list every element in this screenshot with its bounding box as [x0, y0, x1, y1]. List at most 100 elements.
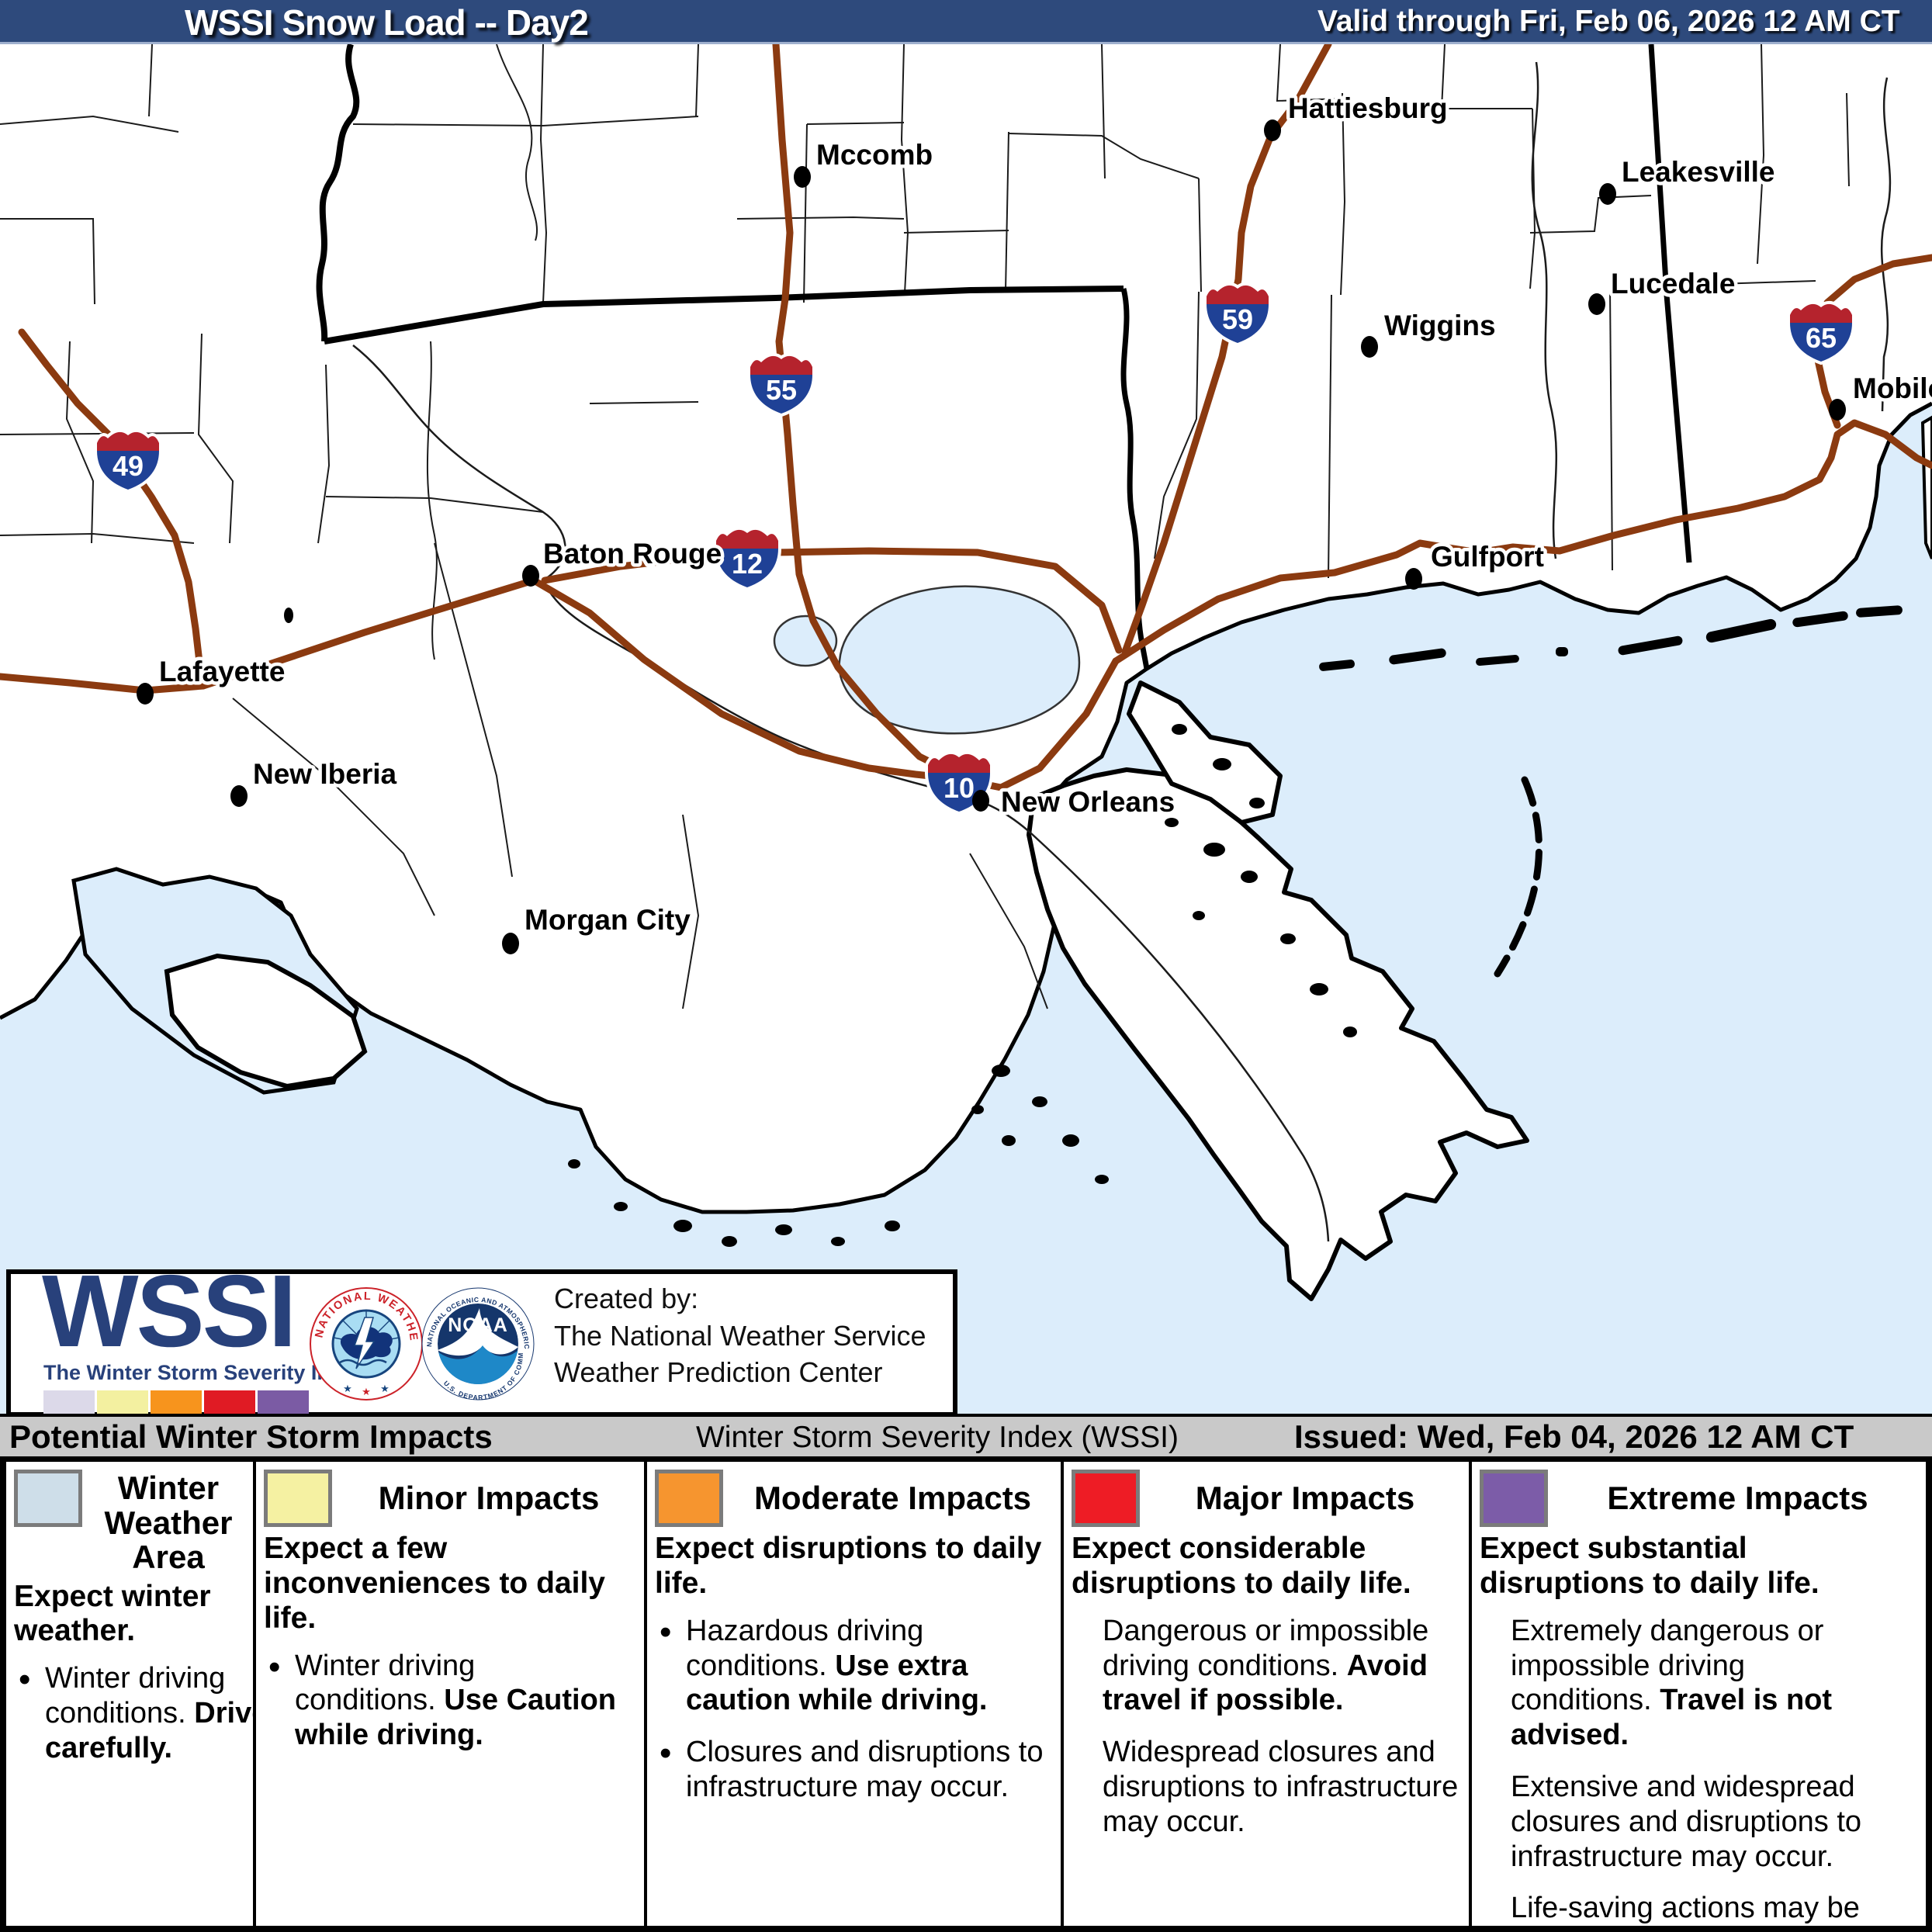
extreme-impacts-swatch — [1480, 1470, 1548, 1527]
svg-text:★: ★ — [343, 1383, 352, 1394]
mississippi-river-boundary — [316, 43, 360, 342]
impact-map: 49 55 12 59 — [0, 40, 1932, 1415]
city-markers: Mccomb Hattiesburg Leakesville Lucedale … — [137, 89, 1932, 954]
chandeleur-islands — [1494, 776, 1542, 978]
legend-title: Extreme Impacts — [1607, 1479, 1868, 1516]
i-12-shield: 12 — [713, 526, 781, 591]
biloxi-marsh — [1127, 680, 1283, 825]
legend-item: Extensive and widespread closures and di… — [1480, 1770, 1916, 1874]
legend-column-moderate: Moderate Impacts Expect disruptions to d… — [647, 1462, 1061, 1926]
wssi-subheading: Winter Storm Severity Index (WSSI) — [696, 1421, 1179, 1454]
legend-item-text: Hazardous driving conditions. — [686, 1614, 924, 1682]
state-boundaries — [316, 43, 1692, 670]
city-dot — [1264, 119, 1281, 141]
branding-box: WSSI TM The Winter Storm Severity Index … — [6, 1254, 957, 1418]
city-dot — [972, 790, 989, 812]
city-dot — [137, 683, 154, 705]
legend-item-text: Closures and disruptions to infrastructu… — [686, 1736, 1044, 1803]
city-label-mccomb: Mccomb — [816, 139, 933, 171]
city-label-leakesville: Leakesville — [1622, 156, 1774, 188]
legend-item-text: Winter driving conditions. — [295, 1649, 476, 1717]
interstate-shields: 49 55 12 59 — [94, 282, 1855, 815]
created-by-line2: Weather Prediction Center — [554, 1356, 883, 1389]
legend-intro: Expect winter weather. — [14, 1579, 211, 1648]
legend-item: Hazardous driving conditions.Use extra c… — [655, 1612, 1051, 1718]
lake-pontchartrain — [838, 585, 1081, 735]
i-10-shield-number: 10 — [943, 772, 975, 804]
impact-legend: Winter Weather Area Expect winter weathe… — [0, 1462, 1932, 1932]
i-10-river-line — [530, 576, 1120, 791]
city-dot — [1829, 399, 1846, 421]
city-dot — [502, 933, 519, 954]
winter-weather-swatch — [14, 1470, 82, 1527]
city-label-new-orleans: New Orleans — [1001, 786, 1175, 818]
vermilion-bay — [71, 867, 368, 1095]
city-label-gulfport: Gulfport — [1431, 541, 1544, 573]
city-label-hattiesburg: Hattiesburg — [1288, 92, 1448, 124]
created-by-block: Created by: The National Weather Service… — [554, 1280, 926, 1391]
city-label-lucedale: Lucedale — [1611, 268, 1735, 299]
legend-title: Major Impacts — [1195, 1479, 1415, 1516]
minor-impacts-swatch — [264, 1470, 332, 1527]
legend-intro: Expect considerable disruptions to daily… — [1072, 1532, 1411, 1600]
i-49-line — [18, 328, 207, 690]
legend-item-text: Widespread closures and disruptions to i… — [1103, 1736, 1459, 1838]
city-dot — [1405, 568, 1422, 590]
i-59-shield: 59 — [1203, 282, 1272, 347]
city-dot — [522, 565, 539, 587]
legend-item-text: Life-saving actions may be needed. — [1511, 1892, 1860, 1925]
interstate-highways — [0, 40, 1932, 791]
i-55-shield-number: 55 — [766, 374, 797, 406]
legend-item-bold: Travel is not advised. — [1511, 1684, 1833, 1752]
i-10-coastal-line — [1112, 419, 1932, 665]
ms-al-state-line — [1648, 43, 1692, 563]
i-49-shield-number: 49 — [113, 450, 144, 482]
city-dot — [230, 785, 248, 807]
city-dot — [1361, 336, 1378, 358]
city-label-morgan-city: Morgan City — [525, 904, 691, 936]
city-dot — [1599, 183, 1616, 205]
city-label-wiggins: Wiggins — [1384, 310, 1496, 341]
legend-item: Winter driving conditions.Drive carefull… — [14, 1660, 253, 1765]
legend-item-bold: Drive carefully. — [45, 1697, 253, 1764]
nws-stars: ★ ★ ★ — [343, 1383, 390, 1397]
created-by-label: Created by: — [554, 1283, 699, 1314]
i-12-shield-number: 12 — [732, 548, 763, 580]
noaa-logo-icon: NATIONAL OCEANIC AND ATMOSPHERIC ADMINIS… — [421, 1287, 535, 1401]
pascagoula-river — [1531, 61, 1558, 559]
pearl-river-boundary — [1120, 288, 1150, 670]
issued-timestamp: Issued: Wed, Feb 04, 2026 12 AM CT — [1294, 1418, 1854, 1455]
i-49-shield: 49 — [94, 428, 162, 493]
legend-column-extreme: Extreme Impacts Expect substantial disru… — [1472, 1462, 1926, 1926]
legend-item-bold: Use Caution while driving. — [295, 1684, 616, 1752]
nws-logo-icon: NATIONAL WEATHER SERVICE ★★★ — [310, 1287, 423, 1401]
mobile-river — [1880, 77, 1892, 412]
wssi-tagline: The Winter Storm Severity Index — [43, 1361, 366, 1384]
city-label-new-iberia: New Iberia — [253, 758, 396, 790]
legend-intro: Expect substantial disruptions to daily … — [1480, 1532, 1819, 1600]
i-12-line — [541, 547, 1123, 654]
i-55-line — [772, 40, 962, 780]
mississippi-delta — [1027, 767, 1529, 1301]
legend-title: Winter Weather Area — [104, 1470, 233, 1576]
svg-text:★: ★ — [380, 1383, 390, 1394]
legend-item-text: Dangerous or impossible driving conditio… — [1103, 1614, 1429, 1682]
legend-item-text: Winter driving conditions. — [45, 1662, 226, 1730]
i-65-shield: 65 — [1787, 300, 1855, 365]
i-55-shield: 55 — [747, 352, 815, 417]
city-dot — [794, 166, 811, 188]
created-by-line1: The National Weather Service — [554, 1319, 926, 1352]
product-title: WSSI Snow Load -- Day2 — [185, 2, 589, 43]
major-impacts-swatch — [1072, 1470, 1140, 1527]
legend-item: Extremely dangerous or impossible drivin… — [1480, 1614, 1916, 1753]
mobile-bay-east-shore — [1920, 415, 1932, 559]
legend-item-text: Extremely dangerous or impossible drivin… — [1511, 1614, 1824, 1717]
svg-text:★: ★ — [362, 1386, 371, 1397]
noaa-wordmark: NOAA — [448, 1314, 508, 1336]
impacts-heading: Potential Winter Storm Impacts — [9, 1418, 493, 1455]
legend-item: Closures and disruptions to infrastructu… — [655, 1733, 1051, 1805]
city-label-baton-rouge: Baton Rouge — [543, 538, 722, 570]
i-10-west-line — [0, 576, 538, 694]
legend-item: Winter driving conditions.Use Caution wh… — [264, 1647, 635, 1753]
marsh-islands — [284, 608, 1357, 1247]
